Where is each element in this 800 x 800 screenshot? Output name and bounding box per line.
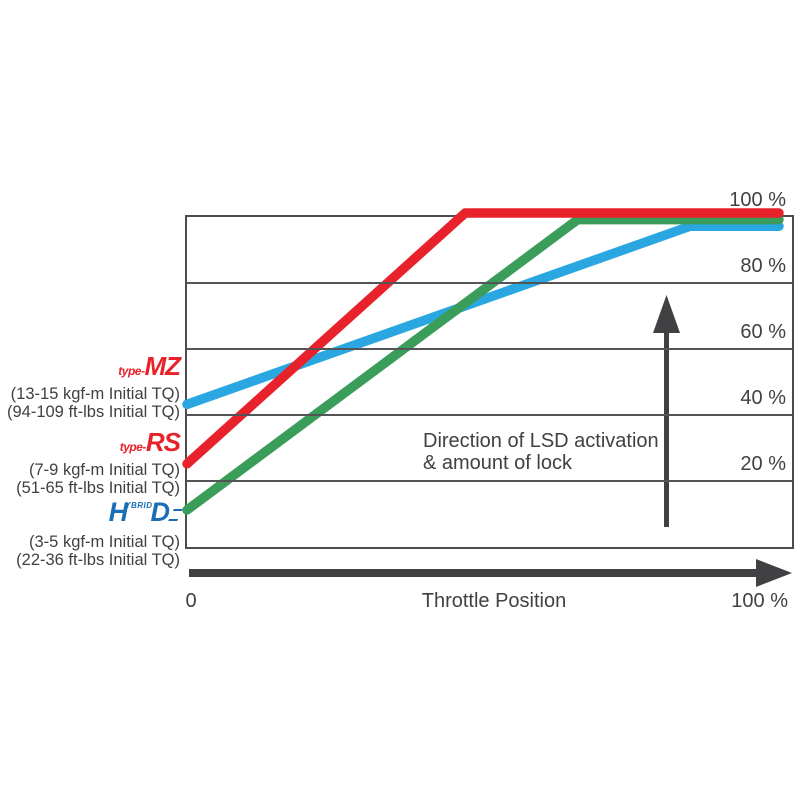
legend-type-rs: type-RS (7-9 kgf-m Initial TQ) (51-65 ft… [0,427,181,498]
series-line-type-mz [182,221,784,410]
hd-hybrid-logo: HYBRIDD [0,489,183,533]
hd-initial-tq-ftlbs: (22-36 ft-lbs Initial TQ) [16,551,180,569]
annotation-line-2: & amount of lock [423,452,572,474]
model-name-mz: MZ [144,351,181,381]
y-tick-label-80: 80 % [740,255,786,277]
gridline-40 [187,414,792,416]
lsd-direction-annotation: Direction of LSD activation & amount of … [423,430,659,474]
y-tick-label-40: 40 % [740,387,786,409]
mz-initial-tq-ftlbs: (94-109 ft-lbs Initial TQ) [6,403,180,421]
plot-area: Direction of LSD activation & amount of … [182,189,794,549]
x-axis-arrow-head-icon [756,559,792,587]
x-axis-max-label: 100 % [731,590,788,612]
hd-logo-dashes-icon [168,509,183,521]
rs-initial-tq-ftlbs: (51-65 ft-lbs Initial TQ) [16,479,180,497]
legend-type-mz: type-MZ (13-15 kgf-m Initial TQ) (94-109… [0,351,181,422]
mz-initial-tq-kgfm: (13-15 kgf-m Initial TQ) [10,385,180,403]
type-prefix-text: type- [118,364,145,378]
series-line-hd-hybrid [182,214,784,515]
y-tick-label-20: 20 % [740,453,786,475]
annotation-line-1: Direction of LSD activation [423,430,659,452]
x-axis-min-label: 0 [185,590,197,612]
type-mz-logo: type-MZ [0,351,181,385]
model-name-rs: RS [145,427,181,457]
series-line-type-rs [182,208,784,469]
series-lines [182,208,784,515]
direction-arrow [653,295,680,527]
gridline-20 [187,480,792,482]
rs-initial-tq-kgfm: (7-9 kgf-m Initial TQ) [29,461,180,479]
y-tick-label-100: 100 % [729,189,786,211]
chart-lines-svg [182,208,784,527]
x-axis-title: Throttle Position [421,590,567,612]
gridline-60 [187,348,792,350]
type-prefix-text: type- [119,440,147,454]
hd-logo-d: D [150,497,170,527]
hd-logo-ybrid: YBRID [125,501,153,510]
hd-initial-tq-kgfm: (3-5 kgf-m Initial TQ) [29,533,180,551]
direction-arrow-shaft [664,329,669,527]
y-tick-label-60: 60 % [740,321,786,343]
type-rs-logo: type-RS [0,427,181,461]
legend-hd-hybrid: HYBRIDD (3-5 kgf-m Initial TQ) (22-36 ft… [0,489,183,569]
gridline-80 [187,282,792,284]
x-axis-arrow-shaft [189,569,757,577]
hd-logo-h: H [108,497,128,527]
direction-arrow-head-icon [653,295,680,333]
